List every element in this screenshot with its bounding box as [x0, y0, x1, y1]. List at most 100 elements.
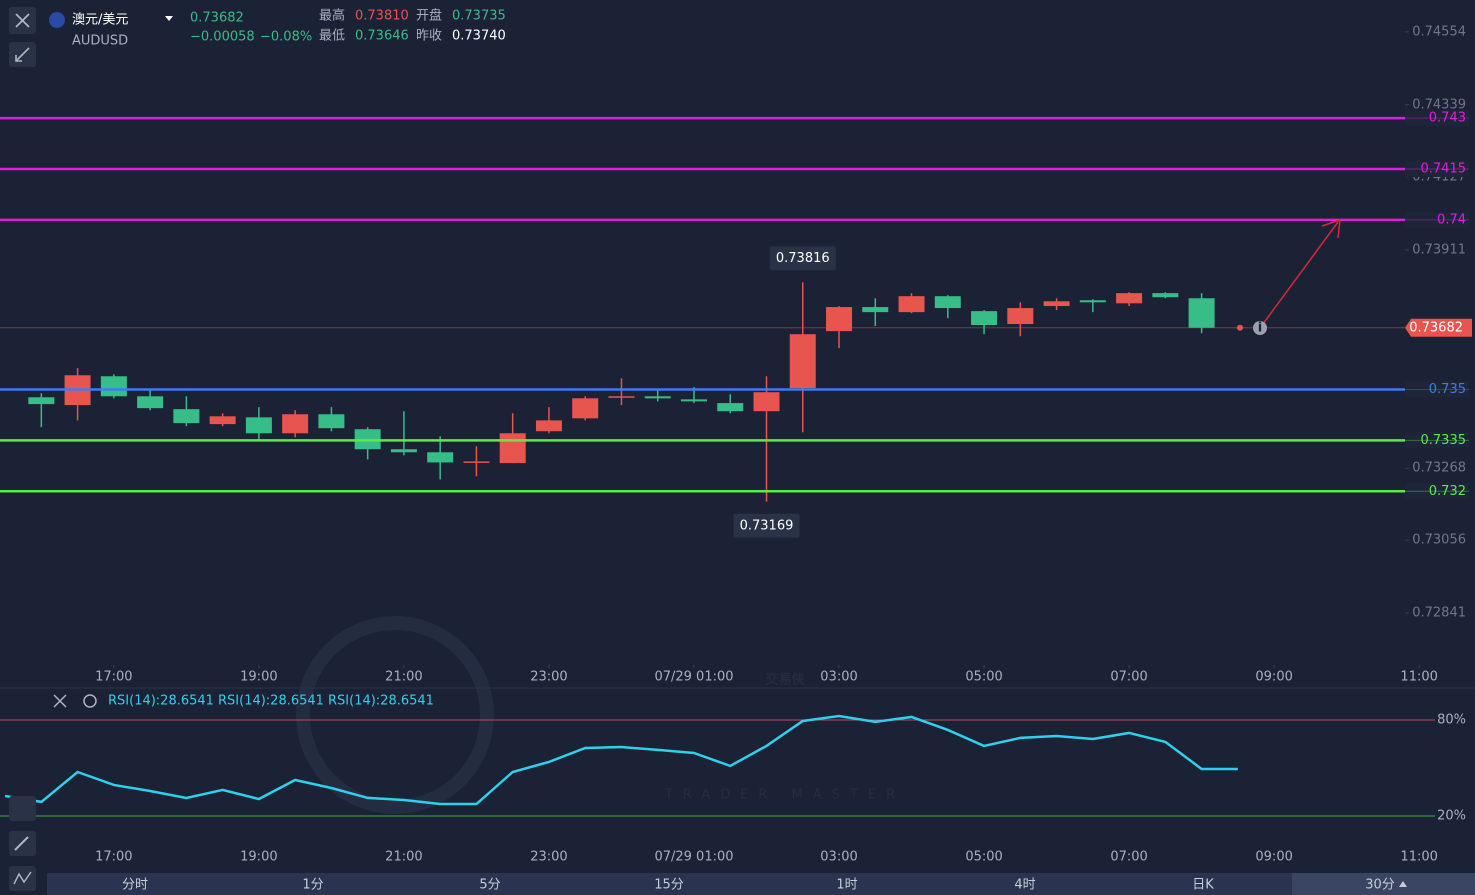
- tab[interactable]: 1时: [836, 878, 857, 893]
- open-label: 开盘: [416, 8, 442, 24]
- candle-body: [245, 417, 272, 434]
- candle-body: [608, 396, 635, 398]
- high-value: 0.73810: [355, 9, 409, 24]
- y-tick-label: 0.73911: [1412, 243, 1466, 258]
- candle-body: [1079, 300, 1106, 303]
- x-tick-label: 21:00: [385, 670, 422, 685]
- watermark: 交易侠 TRADER MASTER: [296, 616, 905, 814]
- watermark-sub: TRADER MASTER: [664, 788, 905, 803]
- extreme-label: 0.73816: [776, 251, 830, 266]
- y-tick-label: 0.74339: [1412, 97, 1466, 112]
- price: 0.73682: [190, 11, 244, 26]
- rsi-line: [4, 714, 1238, 806]
- x-tick-label: 07/29 01:00: [654, 850, 733, 865]
- tab[interactable]: 30分: [1365, 878, 1395, 893]
- y-tick-label: 0.73268: [1412, 461, 1466, 476]
- x-tick-label: 03:00: [820, 670, 857, 685]
- candle-body: [753, 392, 780, 412]
- rsi-legend: RSI(14):28.6541: [108, 694, 214, 709]
- candle-body: [1152, 293, 1179, 298]
- candle-body: [826, 307, 853, 332]
- candle-body: [572, 398, 599, 419]
- level-label-bg: [1405, 211, 1469, 228]
- tool-button[interactable]: [9, 796, 36, 821]
- flag-icon: [49, 12, 65, 28]
- rsi-legend: RSI(14):28.6541: [218, 694, 324, 709]
- candle-body: [390, 449, 417, 453]
- x-tick-label: 07:00: [1110, 850, 1147, 865]
- arrow-head: [1321, 218, 1341, 239]
- tab[interactable]: 15分: [654, 878, 684, 893]
- x-tick-label: 09:00: [1255, 670, 1292, 685]
- candle-body: [28, 397, 55, 405]
- info-glyph: i: [1258, 321, 1262, 336]
- price-panel: 0.745540.743390.741270.739110.732680.730…: [0, 24, 1472, 685]
- extreme-label: 0.73169: [740, 518, 794, 533]
- candle-body: [1007, 308, 1034, 325]
- candle-body: [173, 409, 200, 424]
- dropdown-caret[interactable]: [165, 16, 173, 21]
- candle-body: [644, 396, 671, 399]
- level-label: 0.7415: [1421, 161, 1467, 176]
- tab[interactable]: 4时: [1014, 878, 1035, 893]
- header: 澳元/美元 AUDUSD 0.73682 −0.00058 −0.08% 最高 …: [9, 7, 506, 67]
- x-tick-label: 07:00: [1110, 670, 1147, 685]
- tab[interactable]: 分时: [122, 878, 148, 893]
- low-label: 最低: [319, 29, 345, 44]
- tab[interactable]: 日K: [1192, 878, 1214, 893]
- change-pct: −0.08%: [260, 30, 312, 45]
- candle-body: [1043, 301, 1070, 307]
- level-label-bg: [1405, 381, 1469, 398]
- candle-body: [282, 414, 309, 434]
- watermark-name: 交易侠: [765, 672, 805, 688]
- level-label-bg: [1405, 160, 1469, 177]
- x-tick-label: 23:00: [530, 670, 567, 685]
- rsi-panel: 80% 20% 17:00 19:00 21:00 23:00 07/29 01:00 03:…: [0, 694, 1466, 865]
- close-icon: [15, 13, 30, 28]
- y-tick-label: 80%: [1437, 713, 1466, 728]
- candle-body: [209, 416, 236, 425]
- x-tick-label: 17:00: [95, 850, 132, 865]
- watermark-logo: [296, 616, 494, 814]
- symbol: AUDUSD: [72, 34, 128, 49]
- low-value: 0.73646: [355, 29, 409, 44]
- candle-body: [789, 334, 816, 389]
- tab[interactable]: 5分: [479, 878, 500, 893]
- x-tick-label: 03:00: [820, 850, 857, 865]
- change: −0.00058: [190, 30, 255, 45]
- candle-body: [499, 433, 526, 464]
- forecast-arrow: [1259, 221, 1339, 329]
- extreme-label-bg: [733, 513, 800, 538]
- pair-name: 澳元/美元: [72, 12, 128, 28]
- level-label-bg: [1405, 432, 1469, 449]
- tab-caret: [1399, 881, 1407, 887]
- candle-body: [137, 396, 164, 409]
- toolbar: [47, 873, 1475, 895]
- rsi-close[interactable]: [53, 694, 67, 708]
- x-tick-label: 23:00: [530, 850, 567, 865]
- candle-body: [100, 376, 127, 397]
- x-tick-label: 19:00: [240, 670, 277, 685]
- last-price-dot: [1237, 324, 1243, 331]
- candle-body: [463, 461, 490, 463]
- candle-body: [427, 452, 454, 463]
- x-tick-label: 07/29 01:00: [654, 670, 733, 685]
- x-tick-label: 17:00: [95, 670, 132, 685]
- shrink-icon: [15, 47, 30, 62]
- extreme-label-bg: [769, 246, 836, 271]
- rsi-settings[interactable]: [83, 694, 97, 708]
- candle-body: [535, 420, 562, 432]
- candle-body: [898, 296, 925, 313]
- info-icon[interactable]: [1253, 321, 1267, 335]
- candle-body: [680, 399, 707, 402]
- candle-body: [862, 307, 889, 313]
- x-tick-label: 09:00: [1255, 850, 1292, 865]
- high-label: 最高: [319, 8, 345, 24]
- candle-body: [934, 296, 961, 309]
- last-price-label: 0.73682: [1409, 320, 1463, 335]
- y-tick-label: 20%: [1437, 809, 1466, 824]
- open-value: 0.73735: [452, 9, 506, 24]
- tab[interactable]: 1分: [302, 878, 323, 893]
